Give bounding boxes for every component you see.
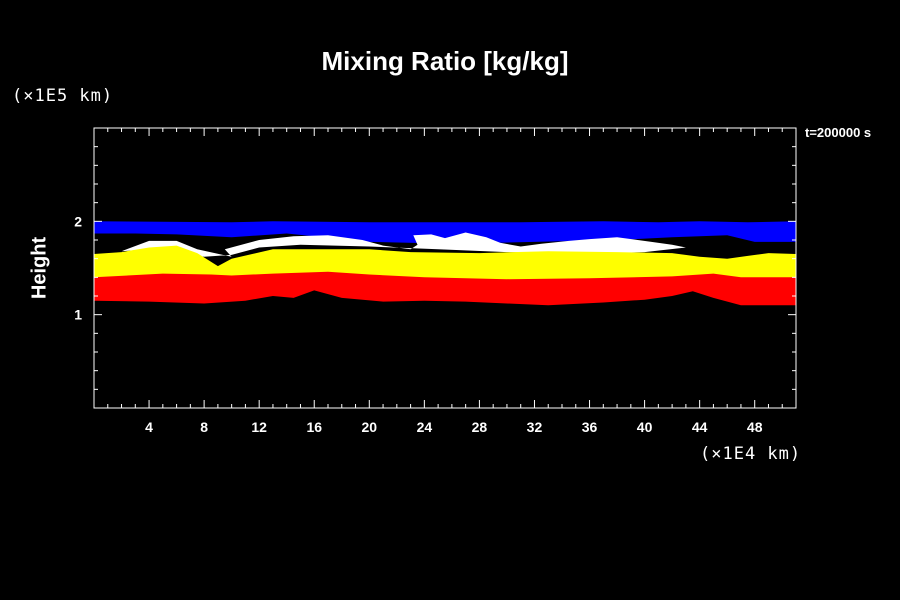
field-layer-4 <box>94 271 796 306</box>
x-tick-label: 4 <box>145 419 153 435</box>
x-tick-label: 36 <box>582 419 598 435</box>
x-tick-label: 40 <box>637 419 653 435</box>
x-tick-label: 28 <box>472 419 488 435</box>
plot-frame <box>93 127 797 409</box>
x-tick-label: 12 <box>251 419 267 435</box>
x-tick-label: 20 <box>362 419 378 435</box>
chart-title: Mixing Ratio [kg/kg] <box>321 46 569 76</box>
y-tick-label: 1 <box>74 307 82 323</box>
x-tick-label: 44 <box>692 419 708 435</box>
field-layer-3 <box>94 245 796 281</box>
x-tick-label: 24 <box>417 419 433 435</box>
x-tick-label: 32 <box>527 419 543 435</box>
x-tick-label: 8 <box>200 419 208 435</box>
x-tick-label: 48 <box>747 419 763 435</box>
field-layer-2 <box>121 232 686 257</box>
x-unit-label: (×1E4 km) <box>700 444 802 464</box>
mixing-ratio-field <box>94 221 796 306</box>
y-tick-label: 2 <box>74 213 82 229</box>
y-unit-label: (×1E5 km) <box>12 86 114 106</box>
x-tick-label: 16 <box>306 419 322 435</box>
time-label: t=200000 s <box>805 125 872 140</box>
